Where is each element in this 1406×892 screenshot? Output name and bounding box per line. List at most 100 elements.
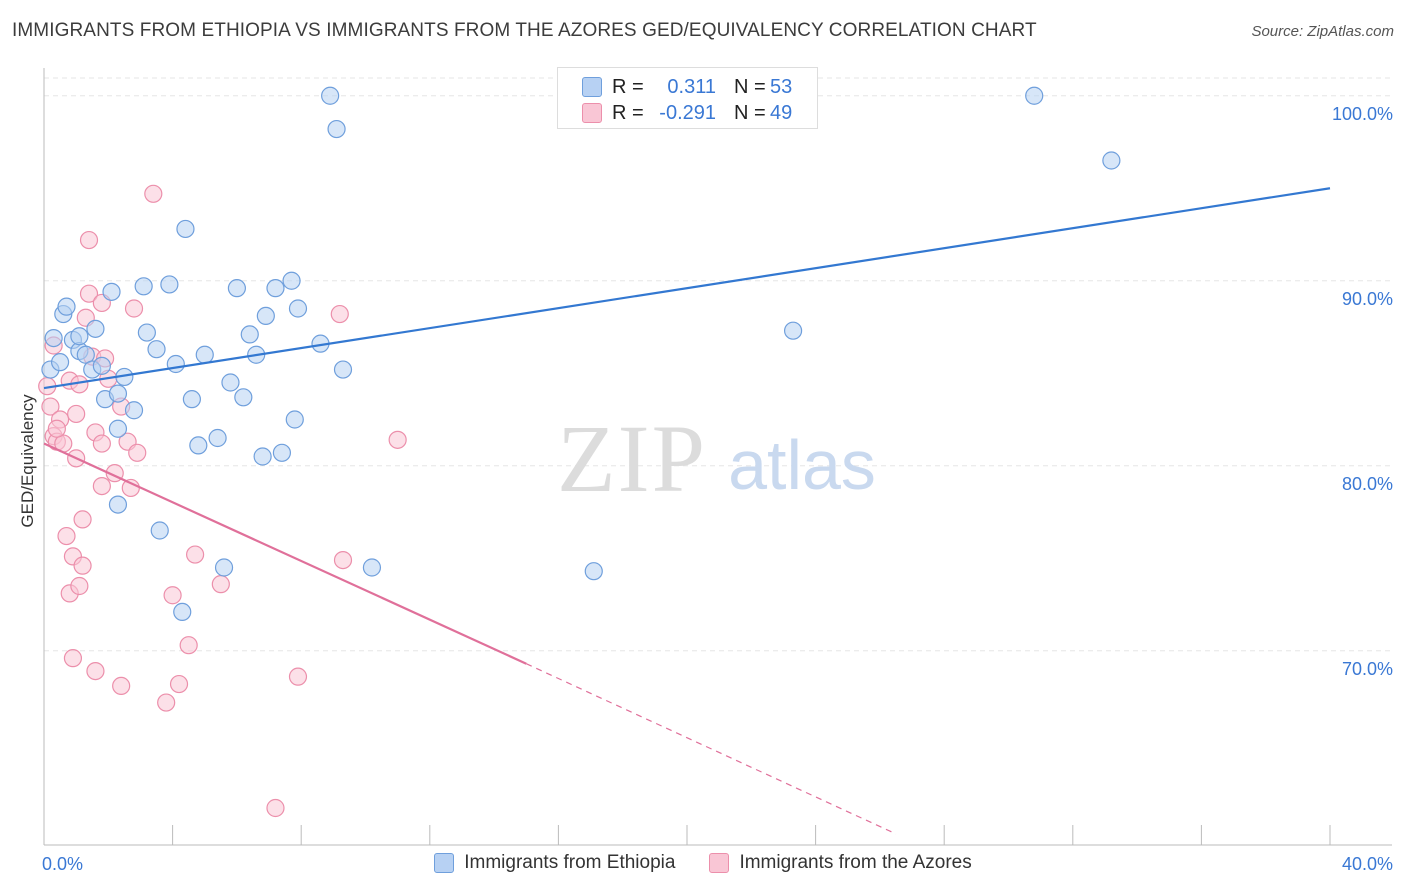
ethiopia-point [137,323,156,342]
azores-point [163,586,182,605]
ethiopia-point [147,340,166,359]
ethiopia-point [282,271,301,290]
azores-point [79,284,99,303]
ethiopia-point [195,345,214,364]
legend-swatch-ethiopia [434,853,455,873]
ethiopia-point [214,558,234,577]
axes [43,68,1392,846]
azores-point [73,556,92,575]
stats-row-ethiopia: R = 0.311 N = 53 [582,74,792,100]
azores-point [124,299,144,318]
azores-point [144,184,163,203]
legend-item-azores[interactable]: Immigrants from the Azores [709,852,972,874]
azores-point [112,676,131,696]
ethiopia-point [208,428,227,448]
ethiopia-point [92,356,111,375]
source-label: Source: ZipAtlas.com [1251,23,1394,40]
series-azores-points [38,184,407,818]
r-value: 0.311 [667,75,716,98]
azores-swatch [582,103,602,123]
azores-point [63,649,83,668]
ethiopia-point [70,327,89,346]
azores-point [57,526,76,546]
ethiopia-point [50,353,70,372]
azores-trend-line [43,442,527,665]
y-tick-label: 90.0% [1342,289,1393,309]
ethiopia-point [272,443,292,462]
ethiopia-point [189,436,208,455]
series-ethiopia-points [41,86,1121,622]
watermark-atlas: atlas [728,426,876,504]
ethiopia-point [134,277,153,296]
azores-point [86,661,105,681]
chart-title: IMMIGRANTS FROM ETHIOPIA VS IMMIGRANTS F… [12,20,1037,41]
azores-point [92,434,111,453]
ethiopia-point [124,401,144,420]
ethiopia-point [327,119,346,139]
stats-legend-box: R = 0.311 N = 53 R = -0.291 N = 49 [557,67,818,129]
y-tick-label: 80.0% [1342,474,1393,494]
ethiopia-point [1102,151,1121,170]
ethiopia-point [266,279,285,298]
gridlines [44,77,1392,652]
n-value: 49 [770,101,793,124]
ethiopia-point [182,390,201,409]
azores-point [211,575,230,594]
ethiopia-point [102,282,121,301]
y-tick-label: 70.0% [1342,659,1393,679]
ethiopia-point [176,219,195,239]
ethiopia-point [1025,86,1044,105]
ethiopia-point [221,373,240,392]
azores-point [128,443,147,462]
x-tick-label: 0.0% [42,854,83,874]
y-tick-label: 100.0% [1332,104,1393,124]
azores-point [179,636,198,655]
chart-legend: Immigrants from Ethiopia Immigrants from… [0,852,1406,874]
ethiopia-point [584,562,603,581]
n-label: N = [734,101,766,124]
r-label: R = [612,101,644,124]
ethiopia-point [253,447,272,466]
n-value: 53 [770,75,793,98]
azores-point [330,304,349,324]
azores-point [186,545,205,564]
ethiopia-point [166,354,185,374]
azores-point [157,693,176,712]
ethiopia-trend-line [43,187,1331,390]
ethiopia-point [240,325,259,344]
r-value: -0.291 [659,101,716,124]
legend-swatch-azores [709,853,730,873]
trend-lines [43,187,1331,835]
azores-point [70,576,89,596]
ethiopia-point [150,521,169,540]
ethiopia-point [173,602,192,622]
ethiopia-point [256,306,275,325]
tick-labels: 100.0% 90.0% 80.0% 70.0% 0.0% 40.0% [42,104,1393,874]
ethiopia-swatch [582,77,602,97]
ethiopia-point [57,297,76,316]
n-label: N = [734,75,766,98]
ethiopia-point [108,384,128,403]
legend-label-azores: Immigrants from the Azores [739,852,972,873]
azores-point [266,798,285,818]
y-axis-label: GED/Equivalency [18,394,37,528]
ethiopia-point [227,279,246,298]
azores-point [388,430,407,449]
ethiopia-point [86,319,105,338]
legend-label-ethiopia: Immigrants from Ethiopia [464,852,676,873]
azores-trend-extension [525,663,897,835]
azores-point [79,230,99,250]
azores-point [73,510,92,529]
ethiopia-point [108,419,128,438]
ethiopia-point [783,321,803,340]
azores-point [288,667,308,686]
ethiopia-point [108,495,128,514]
ethiopia-point [285,410,304,429]
ethiopia-point [288,299,308,318]
azores-point [169,674,189,694]
watermark: ZIP atlas [557,405,876,512]
ethiopia-point [321,86,340,105]
ethiopia-point [333,360,353,379]
legend-item-ethiopia[interactable]: Immigrants from Ethiopia [434,852,675,874]
